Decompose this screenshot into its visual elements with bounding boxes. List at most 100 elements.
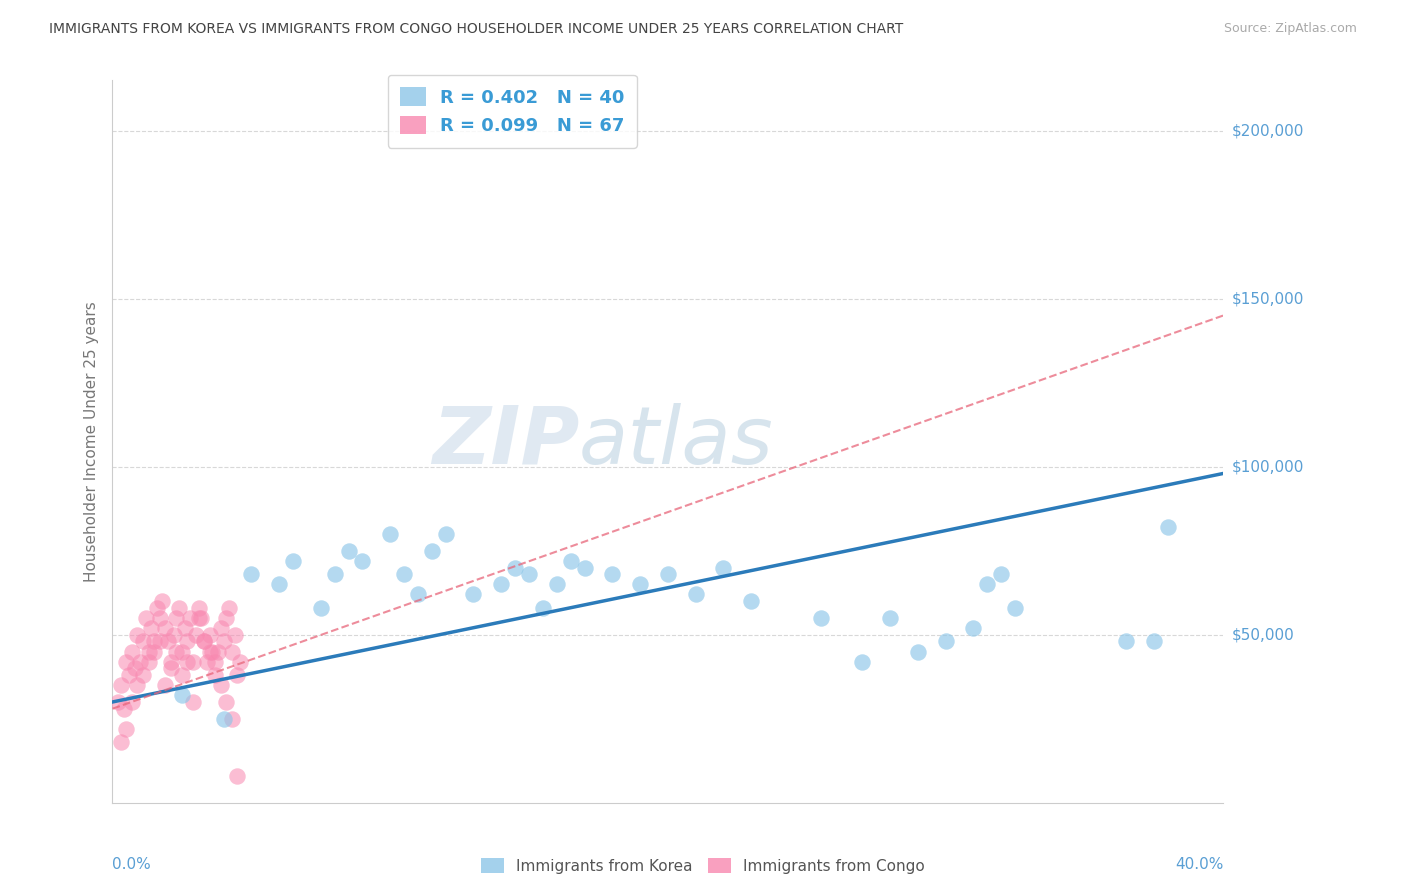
Point — [138, 644, 160, 658]
Point — [204, 668, 226, 682]
Point — [713, 560, 735, 574]
Point — [218, 600, 240, 615]
Point — [215, 695, 238, 709]
Point — [157, 634, 180, 648]
Point — [129, 655, 152, 669]
Point — [187, 600, 209, 615]
Point — [628, 577, 651, 591]
Point — [176, 634, 198, 648]
Text: IMMIGRANTS FROM KOREA VS IMMIGRANTS FROM CONGO HOUSEHOLDER INCOME UNDER 25 YEARS: IMMIGRANTS FROM KOREA VS IMMIGRANTS FROM… — [49, 22, 904, 37]
Point — [165, 644, 187, 658]
Text: Source: ZipAtlas.com: Source: ZipAtlas.com — [1223, 22, 1357, 36]
Point — [149, 634, 172, 648]
Point — [124, 661, 146, 675]
Point — [181, 695, 204, 709]
Point — [152, 594, 174, 608]
Point — [115, 655, 138, 669]
Point — [204, 655, 226, 669]
Point — [337, 543, 360, 558]
Point — [209, 621, 232, 635]
Point — [810, 611, 832, 625]
Point — [170, 688, 193, 702]
Point — [657, 567, 679, 582]
Point — [159, 661, 181, 675]
Point — [184, 628, 207, 642]
Point — [1004, 600, 1026, 615]
Point — [121, 695, 143, 709]
Point — [181, 655, 204, 669]
Point — [107, 695, 129, 709]
Point — [143, 634, 166, 648]
Point — [574, 560, 596, 574]
Point — [193, 634, 215, 648]
Point — [224, 628, 246, 642]
Point — [170, 668, 193, 682]
Point — [221, 644, 243, 658]
Point — [132, 634, 155, 648]
Point — [198, 628, 221, 642]
Point — [159, 655, 181, 669]
Point — [132, 668, 155, 682]
Text: ZIP: ZIP — [432, 402, 579, 481]
Point — [193, 634, 215, 648]
Point — [281, 554, 304, 568]
Point — [209, 678, 232, 692]
Point — [546, 577, 568, 591]
Point — [195, 655, 218, 669]
Text: atlas: atlas — [579, 402, 773, 481]
Point — [392, 567, 415, 582]
Point — [740, 594, 762, 608]
Point — [240, 567, 263, 582]
Point — [851, 655, 873, 669]
Point — [187, 611, 209, 625]
Point — [149, 611, 172, 625]
Text: $200,000: $200,000 — [1232, 123, 1303, 138]
Point — [226, 668, 249, 682]
Point — [155, 621, 177, 635]
Point — [934, 634, 956, 648]
Text: $100,000: $100,000 — [1232, 459, 1303, 475]
Y-axis label: Householder Income Under 25 years: Householder Income Under 25 years — [83, 301, 98, 582]
Point — [110, 735, 132, 749]
Point — [146, 600, 169, 615]
Point — [138, 655, 160, 669]
Point — [201, 644, 224, 658]
Point — [990, 567, 1012, 582]
Point — [879, 611, 901, 625]
Point — [491, 577, 513, 591]
Point — [420, 543, 443, 558]
Point — [212, 634, 235, 648]
Point — [118, 668, 141, 682]
Point — [221, 712, 243, 726]
Point — [127, 628, 149, 642]
Point — [212, 712, 235, 726]
Point — [167, 600, 190, 615]
Point — [907, 644, 929, 658]
Point — [179, 611, 201, 625]
Legend: Immigrants from Korea, Immigrants from Congo: Immigrants from Korea, Immigrants from C… — [475, 852, 931, 880]
Point — [207, 644, 229, 658]
Point — [463, 587, 485, 601]
Point — [135, 611, 157, 625]
Text: 40.0%: 40.0% — [1175, 856, 1223, 871]
Point — [962, 621, 984, 635]
Point — [165, 611, 187, 625]
Text: $150,000: $150,000 — [1232, 291, 1303, 306]
Point — [170, 644, 193, 658]
Point — [143, 644, 166, 658]
Point — [155, 678, 177, 692]
Point — [121, 644, 143, 658]
Legend: R = 0.402   N = 40, R = 0.099   N = 67: R = 0.402 N = 40, R = 0.099 N = 67 — [388, 75, 637, 148]
Text: $50,000: $50,000 — [1232, 627, 1295, 642]
Point — [602, 567, 624, 582]
Point — [976, 577, 998, 591]
Text: 0.0%: 0.0% — [112, 856, 152, 871]
Point — [127, 678, 149, 692]
Point — [190, 611, 212, 625]
Point — [115, 722, 138, 736]
Point — [176, 655, 198, 669]
Point — [352, 554, 374, 568]
Point — [1115, 634, 1137, 648]
Point — [503, 560, 526, 574]
Point — [309, 600, 332, 615]
